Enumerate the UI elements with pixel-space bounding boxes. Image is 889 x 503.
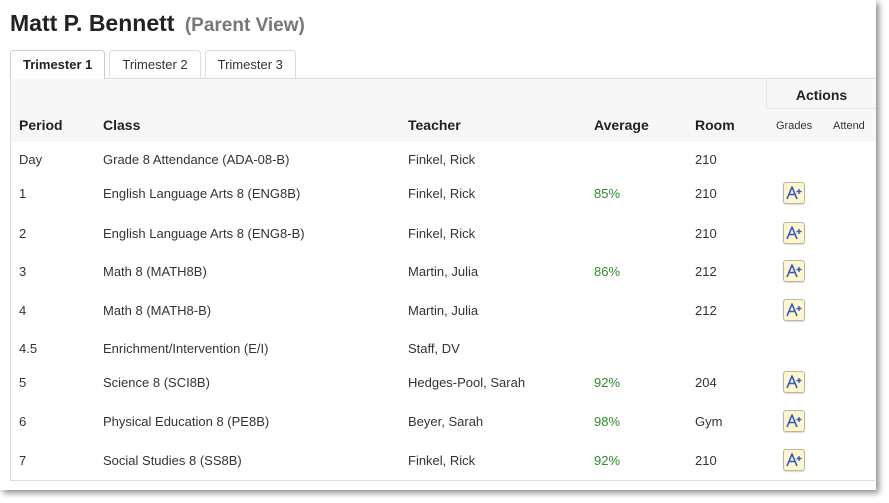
column-header-period: Period [19,117,63,133]
cell-teacher: Hedges-Pool, Sarah [408,374,526,390]
cell-class: Math 8 (MATH8-B) [103,302,212,318]
actions-header: Actions [766,79,876,109]
table-row: 3 Math 8 (MATH8B) Martin, Julia 86% 212 [11,253,876,289]
a-plus-grade-icon [786,226,802,240]
cell-teacher: Beyer, Sarah [408,413,484,429]
grades-button[interactable] [783,449,805,471]
table-row: 7 Social Studies 8 (SS8B) Finkel, Rick 92% 2… [11,442,876,478]
grades-cell [783,253,805,289]
tab-trimester-2[interactable]: Trimester 2 [109,50,201,78]
cell-teacher: Finkel, Rick [408,185,476,201]
grades-button[interactable] [783,299,805,321]
column-header-grades: Grades [776,120,813,132]
tab-trimester-3[interactable]: Trimester 3 [204,50,296,78]
a-plus-grade-icon [786,186,802,200]
cell-class: English Language Arts 8 (ENG8B) [103,185,301,201]
cell-period: 3 [19,263,27,279]
grades-cell [783,364,805,400]
table-row: Day Grade 8 Attendance (ADA-08-B) Finkel, … [11,141,876,177]
cell-room: 212 [695,263,717,279]
grades-cell [783,292,805,328]
cell-teacher: Staff, DV [408,340,460,356]
cell-teacher: Finkel, Rick [408,151,476,167]
student-name: Matt P. Bennett [10,10,175,36]
tab-trimester-1[interactable]: Trimester 1 [10,50,106,79]
cell-period: 6 [19,413,27,429]
cell-room: 210 [695,225,717,241]
cell-teacher: Martin, Julia [408,263,479,279]
cell-period: 4.5 [19,340,38,356]
a-plus-grade-icon [786,375,802,389]
cell-class: Enrichment/Intervention (E/I) [103,340,269,356]
cell-teacher: Finkel, Rick [408,452,476,468]
trimester-tabs: Trimester 1 Trimester 2 Trimester 3 [10,50,296,79]
cell-teacher: Finkel, Rick [408,225,476,241]
column-header-class: Class [103,117,141,133]
grades-cell [783,403,805,439]
page-frame: Matt P. Bennett (Parent View) Trimester … [10,10,876,481]
view-label: (Parent View) [184,15,305,36]
grades-cell [783,215,805,251]
column-header-average: Average [594,117,649,133]
grades-button[interactable] [783,260,805,282]
table-header [11,79,876,142]
cell-average: 92% [594,374,621,390]
cell-average: 85% [594,185,621,201]
cell-class: English Language Arts 8 (ENG8-B) [103,225,305,241]
cell-period: 1 [19,185,27,201]
cell-class: Physical Education 8 (PE8B) [103,413,270,429]
table-row: 4 Math 8 (MATH8-B) Martin, Julia 212 [11,292,876,328]
cell-room: 212 [695,302,717,318]
cell-room: 204 [695,374,717,390]
schedule-table: Actions Period Class Teacher Average Roo… [10,79,876,481]
cell-room: Gym [695,413,723,429]
a-plus-grade-icon [786,303,802,317]
cell-room: 210 [695,185,717,201]
a-plus-grade-icon [786,453,802,467]
grades-button[interactable] [783,222,805,244]
cell-period: 5 [19,374,27,390]
cell-average: 86% [594,263,621,279]
a-plus-grade-icon [786,414,802,428]
grades-button[interactable] [783,410,805,432]
cell-class: Social Studies 8 (SS8B) [103,452,242,468]
column-header-attend: Attend [833,120,865,132]
cell-period: 4 [19,302,27,318]
cell-class: Math 8 (MATH8B) [103,263,207,279]
table-row: 1 English Language Arts 8 (ENG8B) Finkel, … [11,175,876,211]
grades-cell [783,175,805,211]
column-header-room: Room [695,117,735,133]
grades-button[interactable] [783,182,805,204]
cell-room: 210 [695,151,717,167]
column-header-teacher: Teacher [408,117,461,133]
table-row: 5 Science 8 (SCI8B) Hedges-Pool, Sarah 92% 2… [11,364,876,400]
cell-room: 210 [695,452,717,468]
cell-average: 92% [594,452,621,468]
cell-class: Grade 8 Attendance (ADA-08-B) [103,151,290,167]
table-row: 2 English Language Arts 8 (ENG8-B) Finkel,… [11,215,876,251]
cell-average: 98% [594,413,621,429]
cell-class: Science 8 (SCI8B) [103,374,210,390]
grades-button[interactable] [783,371,805,393]
cell-period: 7 [19,452,27,468]
table-row: 6 Physical Education 8 (PE8B) Beyer, Sarah… [11,403,876,439]
cell-period: 2 [19,225,27,241]
table-row: 4.5 Enrichment/Intervention (E/I) Staff, D… [11,330,876,366]
tab-divider [10,78,876,79]
cell-period: Day [19,151,43,167]
cell-teacher: Martin, Julia [408,302,479,318]
grades-cell [783,442,805,478]
page-title: Matt P. Bennett (Parent View) [10,10,305,37]
a-plus-grade-icon [786,264,802,278]
